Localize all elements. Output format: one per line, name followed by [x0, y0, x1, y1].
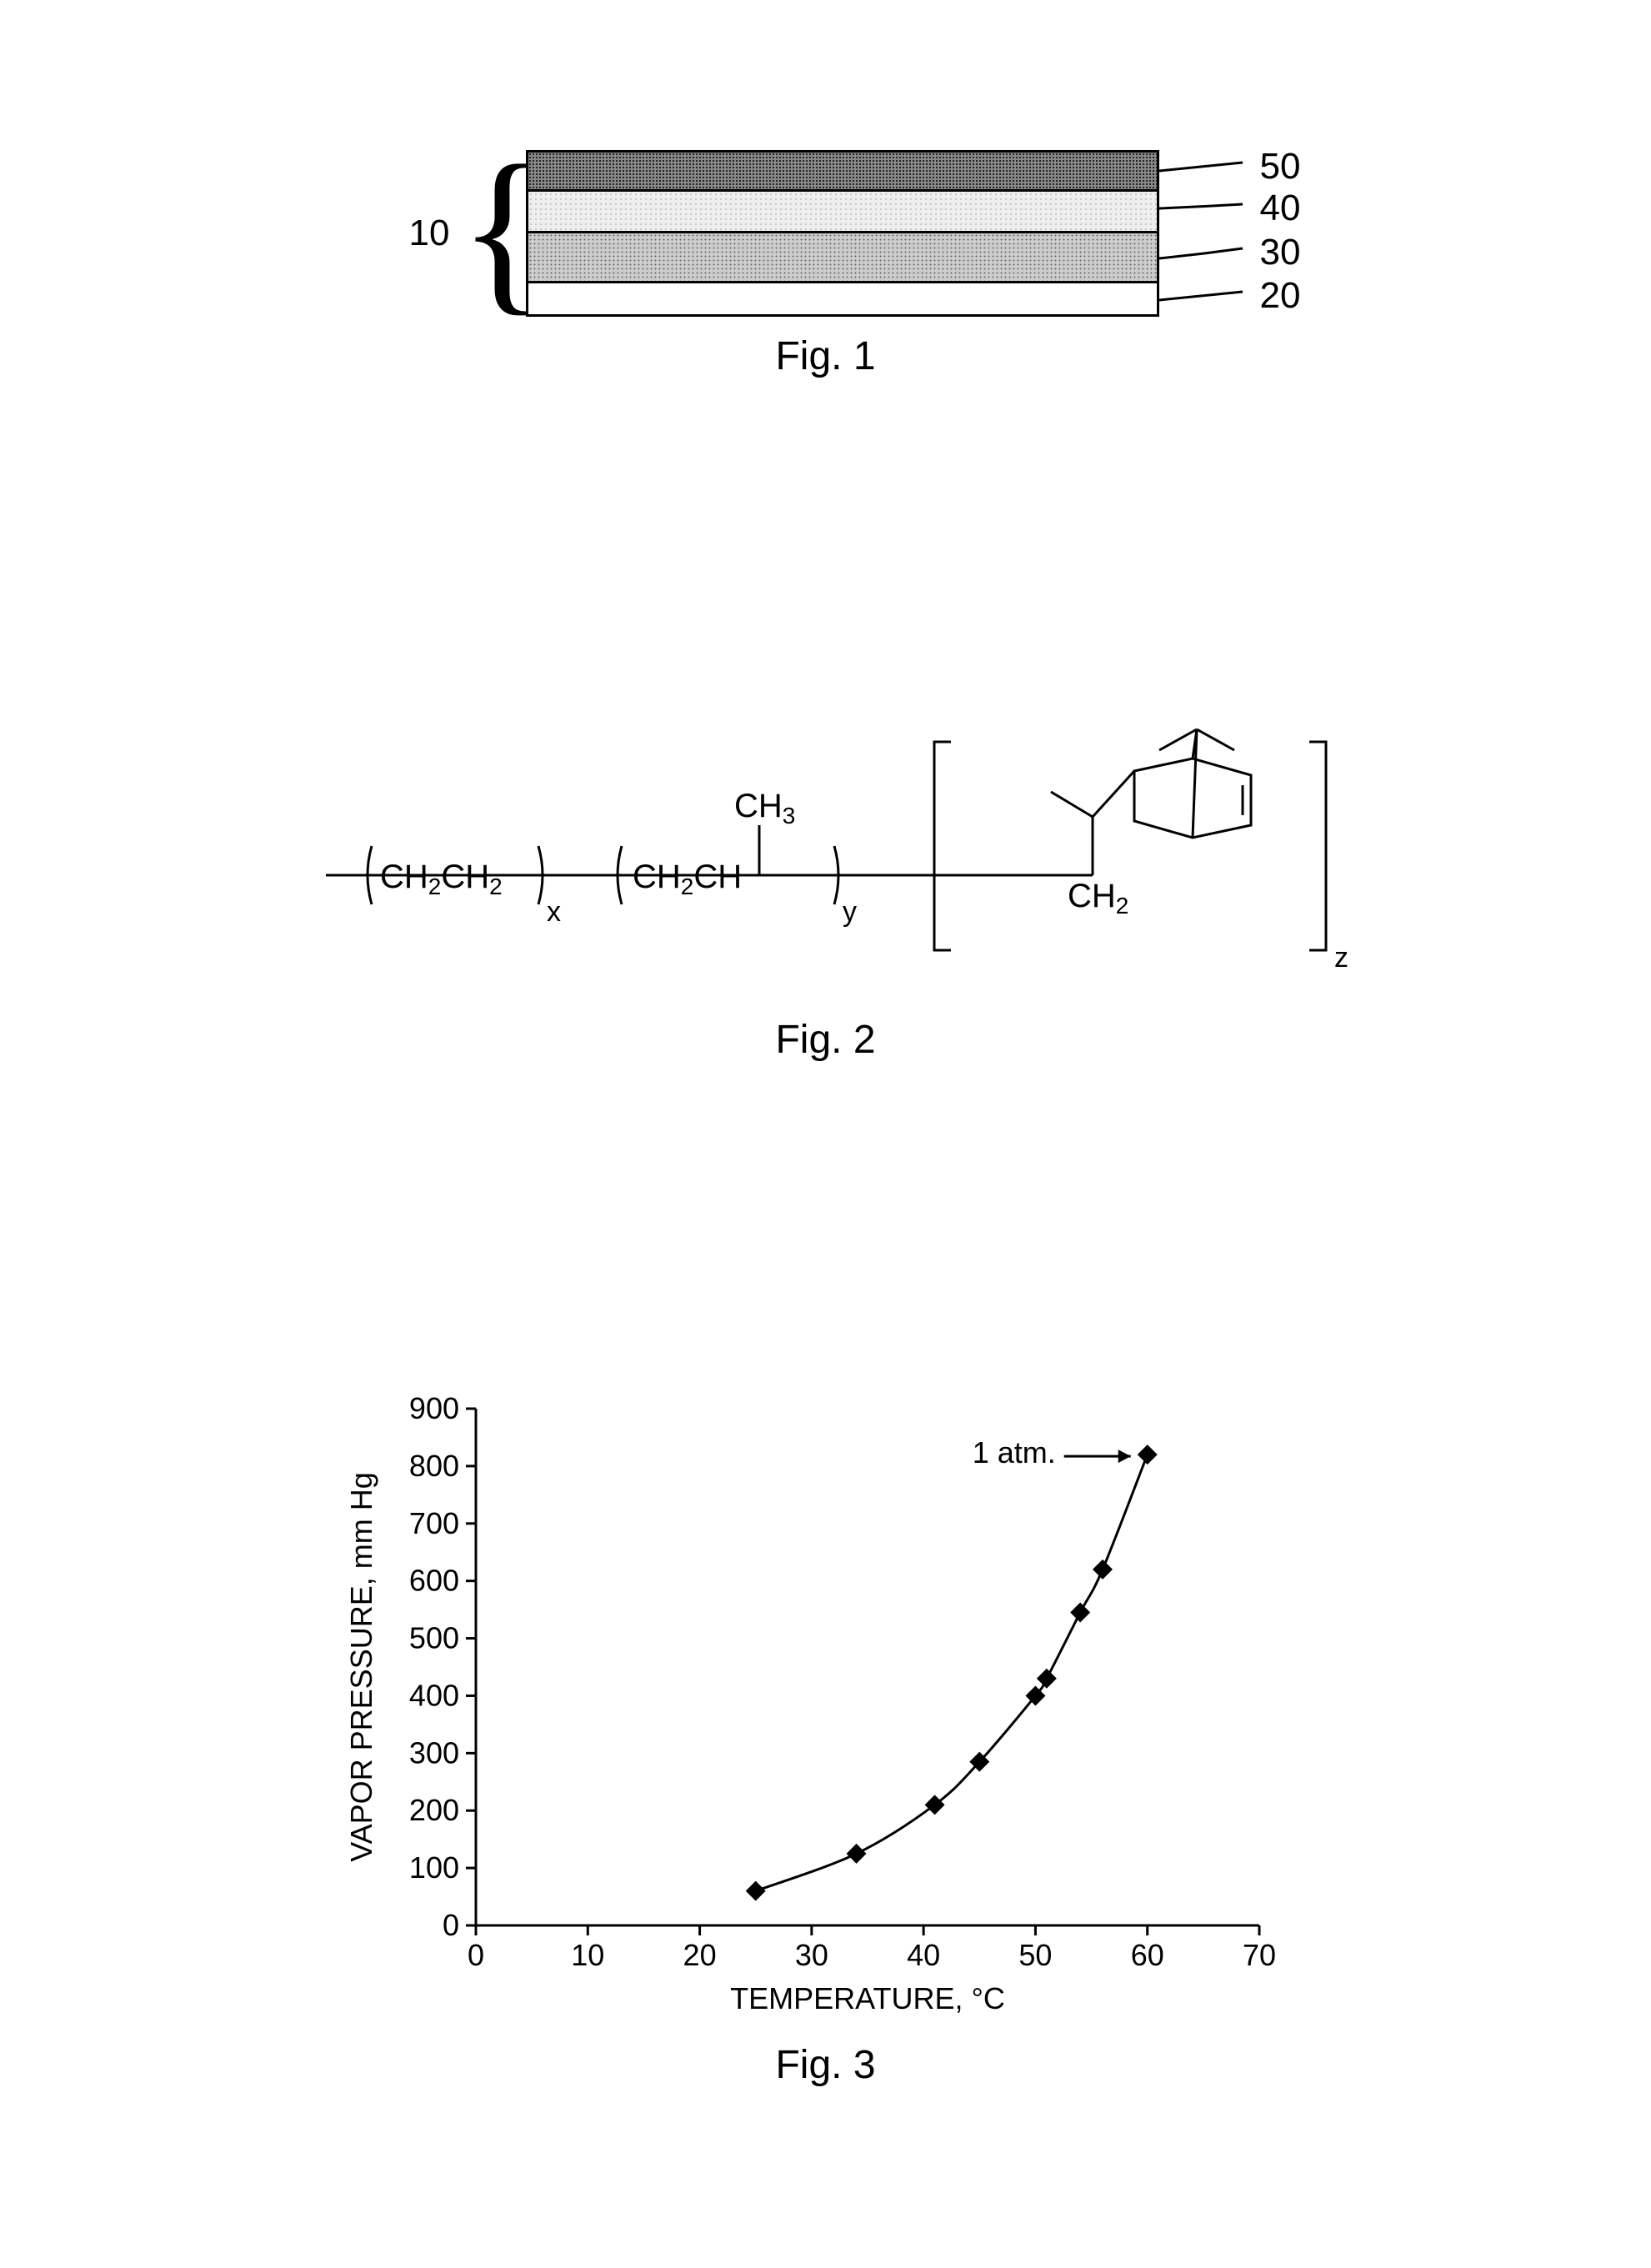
svg-text:y: y	[843, 896, 857, 928]
svg-text:70: 70	[1242, 1938, 1275, 1972]
svg-text:100: 100	[408, 1850, 458, 1885]
svg-text:60: 60	[1130, 1938, 1163, 1972]
layer-50	[526, 150, 1159, 192]
svg-text:CH3: CH3	[734, 788, 795, 829]
svg-text:30: 30	[794, 1938, 828, 1972]
svg-text:0: 0	[442, 1908, 458, 1942]
figure-1-label: Fig. 1	[0, 333, 1651, 379]
figure-2-content: CH2CH2 x CH2CH CH3 y CH2 z	[243, 708, 1409, 1000]
svg-text:200: 200	[408, 1793, 458, 1827]
layer-40	[526, 192, 1159, 233]
svg-text:VAPOR PRESSURE, mm Hg: VAPOR PRESSURE, mm Hg	[344, 1472, 378, 1861]
layer-20	[526, 283, 1159, 317]
svg-text:500: 500	[408, 1621, 458, 1655]
chemical-structure-icon: CH2CH2 x CH2CH CH3 y CH2 z	[243, 708, 1409, 1000]
svg-text:300: 300	[408, 1735, 458, 1770]
svg-text:CH2: CH2	[1068, 878, 1128, 919]
svg-text:1 atm.: 1 atm.	[972, 1435, 1055, 1469]
group-label-10: 10	[409, 213, 450, 254]
svg-text:800: 800	[408, 1449, 458, 1483]
svg-text:CH2CH: CH2CH	[633, 859, 742, 899]
svg-text:700: 700	[408, 1506, 458, 1540]
figure-3-content: 0102030405060700100200300400500600700800…	[326, 1375, 1326, 2025]
svg-text:20: 20	[683, 1938, 716, 1972]
svg-text:CH2CH2: CH2CH2	[380, 859, 503, 899]
svg-text:50: 50	[1018, 1938, 1052, 1972]
layer-label-30: 30	[1260, 232, 1301, 273]
figure-2-label: Fig. 2	[0, 1017, 1651, 1063]
figure-3-label: Fig. 3	[0, 2042, 1651, 2088]
leader-lines-icon	[1159, 150, 1326, 325]
svg-text:400: 400	[408, 1678, 458, 1712]
figure-2: CH2CH2 x CH2CH CH3 y CH2 z Fig. 2	[0, 708, 1651, 1063]
figure-3: 0102030405060700100200300400500600700800…	[0, 1375, 1651, 2088]
layer-label-50: 50	[1260, 146, 1301, 188]
svg-text:0: 0	[467, 1938, 483, 1972]
svg-text:600: 600	[408, 1564, 458, 1598]
svg-text:40: 40	[907, 1938, 940, 1972]
svg-text:900: 900	[408, 1391, 458, 1425]
svg-text:x: x	[547, 896, 561, 928]
layer-label-40: 40	[1260, 188, 1301, 229]
svg-text:z: z	[1334, 942, 1348, 974]
svg-text:10: 10	[571, 1938, 604, 1972]
figure-1-content: 10 { 50 40 30 20	[409, 150, 1243, 317]
vapor-pressure-chart: 0102030405060700100200300400500600700800…	[326, 1375, 1326, 2025]
layer-stack: 50 40 30 20	[526, 150, 1159, 317]
figure-1: 10 { 50 40 30 20 Fig. 1	[0, 150, 1651, 379]
svg-text:TEMPERATURE, °C: TEMPERATURE, °C	[730, 1981, 1005, 2015]
layer-30	[526, 233, 1159, 283]
layer-label-20: 20	[1260, 275, 1301, 317]
